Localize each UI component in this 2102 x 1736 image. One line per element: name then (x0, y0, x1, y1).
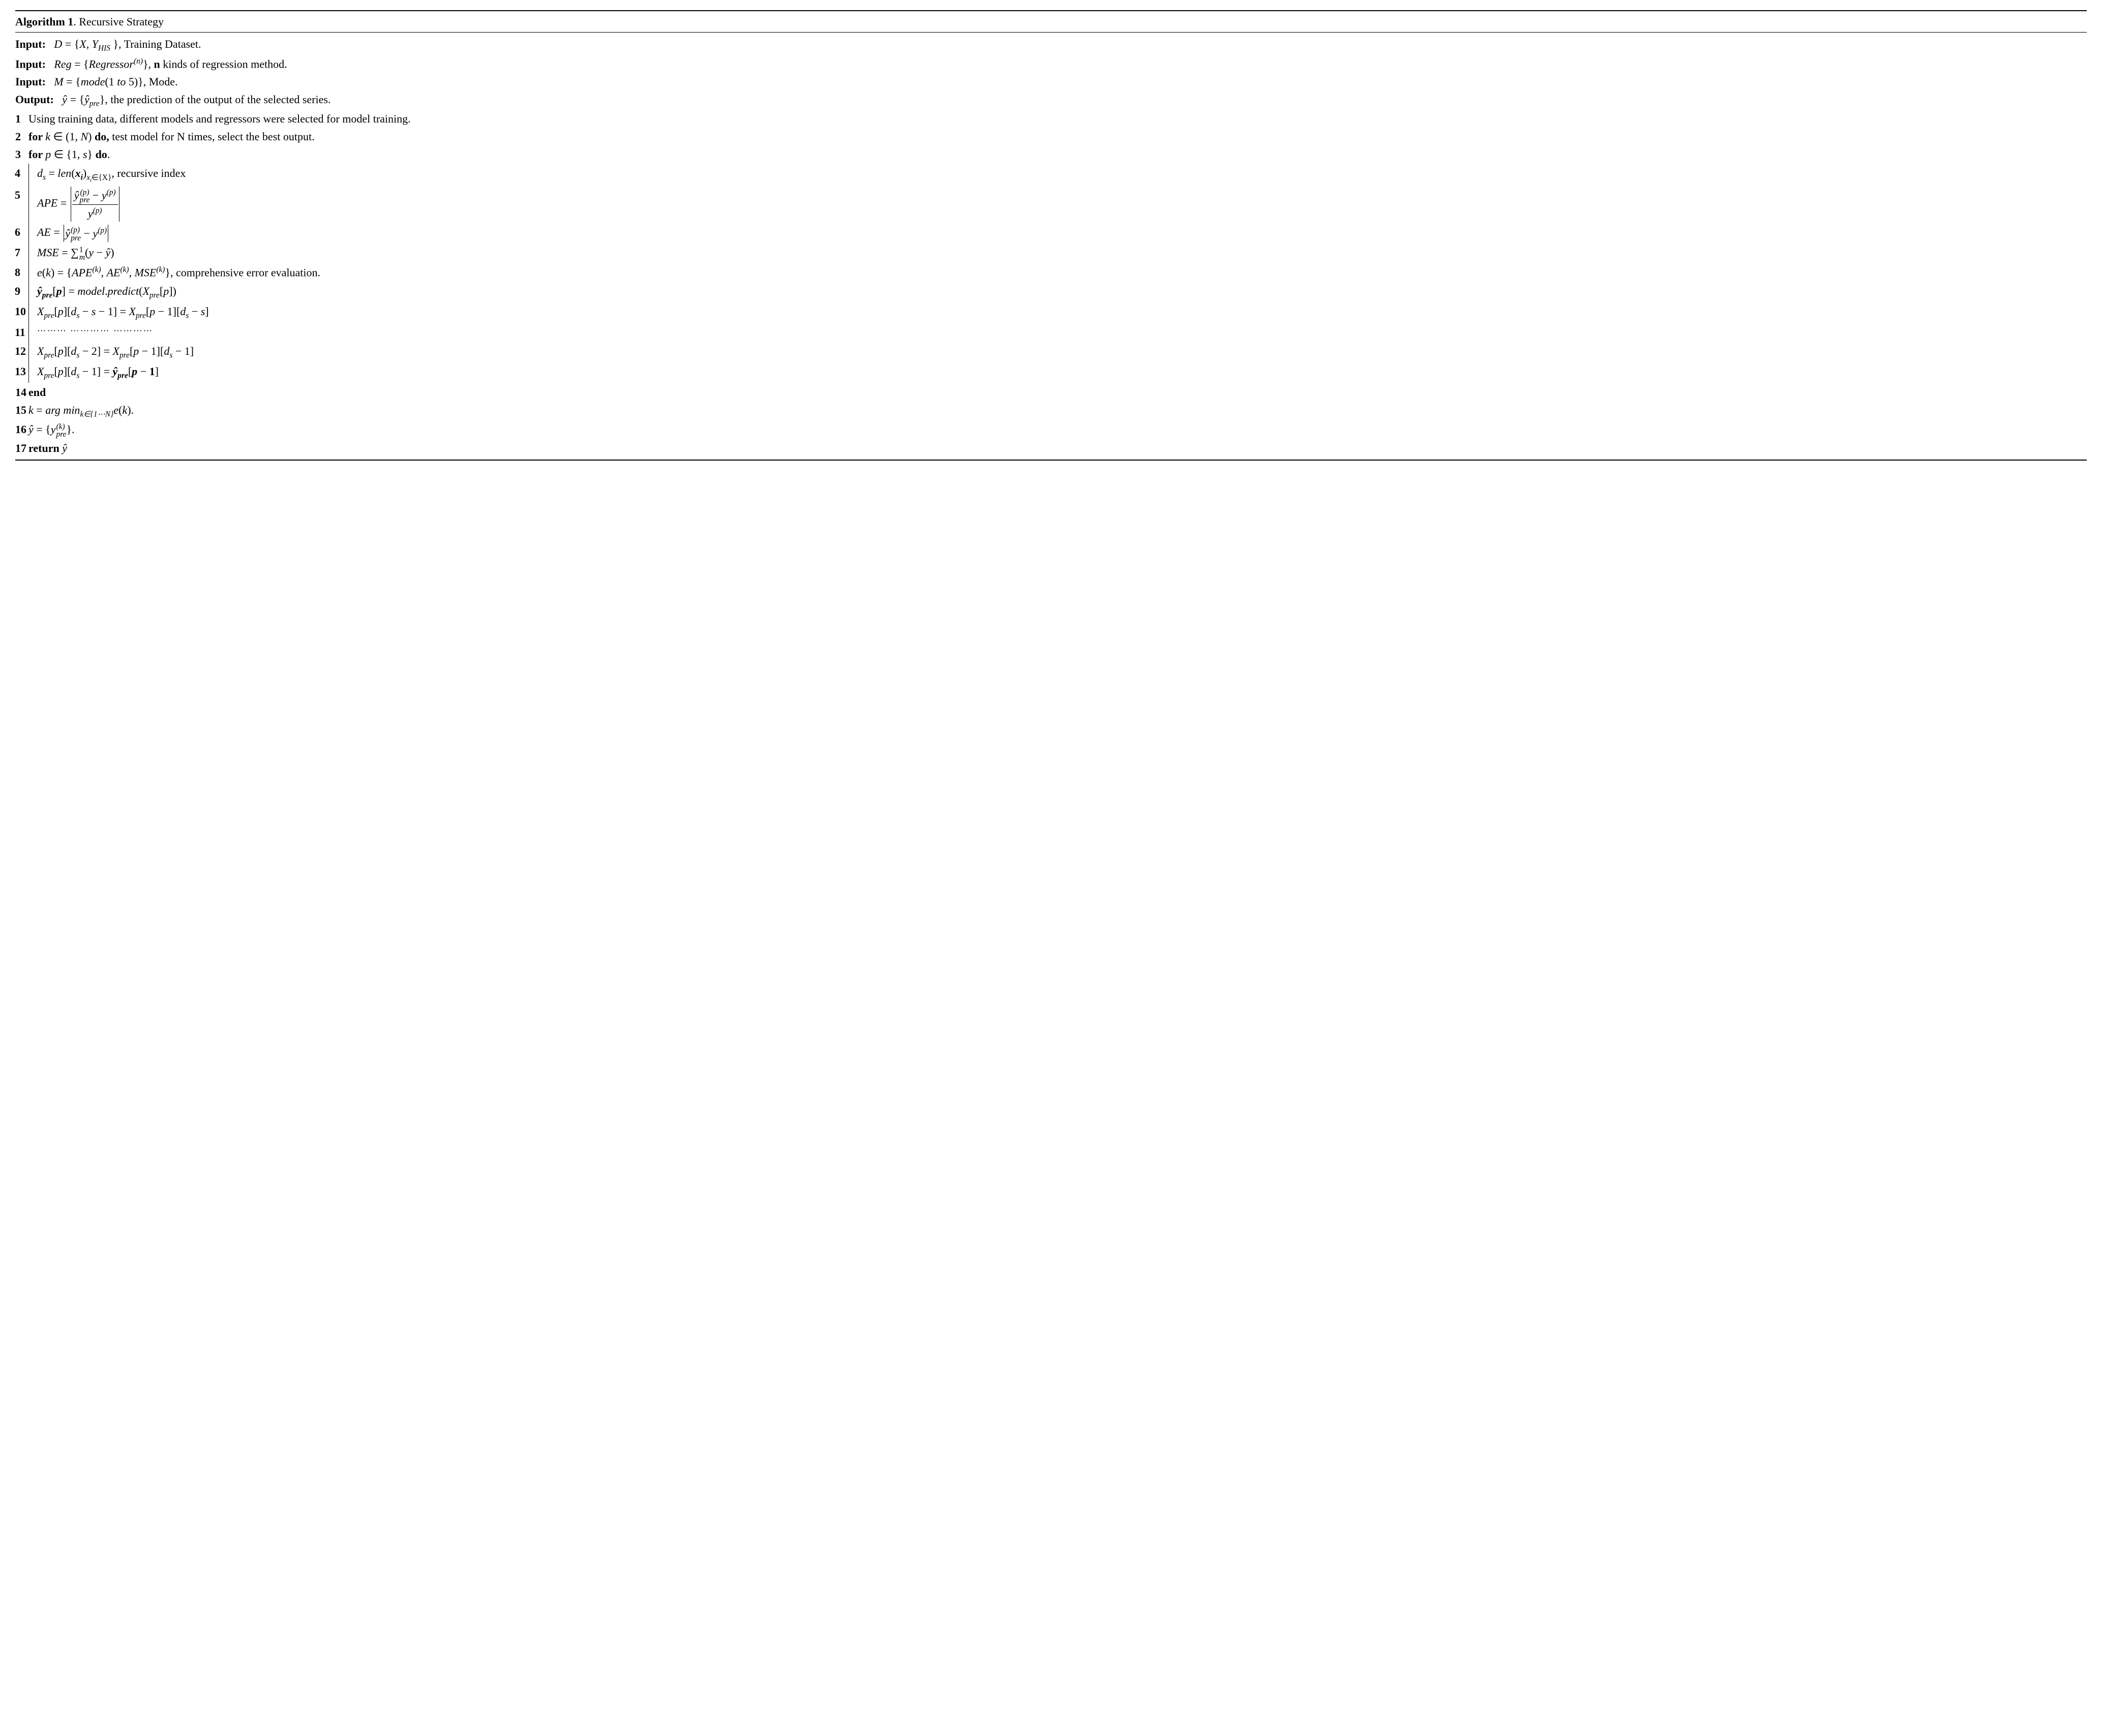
line-7: 7 MSE = ∑1m(y − ŷ) (38, 244, 2087, 261)
input-1: Input: D = {X, YHIS }, Training Dataset. (15, 36, 2087, 54)
line-2: 2 for k ∈ (1, N) do, test model for N ti… (15, 128, 2087, 145)
input-2: Input: Reg = {Regressor(n)}, n kinds of … (15, 55, 2087, 72)
output-line: Output: ŷ = {ŷpre}, the prediction of th… (15, 91, 2087, 110)
line-1: 1 Using training data, different models … (15, 110, 2087, 127)
abs-bars: ŷ(p)pre − y(p) y(p) (70, 187, 121, 222)
line-17: 17 return ŷ (15, 440, 2087, 456)
line-5: 5 APE = ŷ(p)pre − y(p) y(p) (38, 187, 2087, 222)
algorithm-box: Algorithm 1. Recursive Strategy Input: D… (15, 10, 2087, 461)
line-6: 6 AE = ŷ(p)pre − y(p) (38, 224, 2087, 242)
algorithm-title-row: Algorithm 1. Recursive Strategy (15, 11, 2087, 33)
line-15: 15 k = arg mink∈{1⋯N}e(k). (15, 402, 2087, 420)
algorithm-body: Input: D = {X, YHIS }, Training Dataset.… (15, 33, 2087, 460)
fraction: ŷ(p)pre − y(p) y(p) (72, 187, 118, 222)
line-3: 3 for p ∈ {1, s} do. (15, 146, 2087, 163)
input-label: Input: (15, 75, 46, 88)
line-16: 16 ŷ = {y(k)pre}. (15, 421, 2087, 438)
algorithm-label: Algorithm 1 (15, 15, 73, 28)
line-8: 8 e(k) = {APE(k), AE(k), MSE(k)}, compre… (38, 264, 2087, 281)
abs-bars: ŷ(p)pre − y(p) (63, 225, 109, 242)
input-3: Input: M = {mode(1 to 5)}, Mode. (15, 73, 2087, 90)
algorithm-name: . Recursive Strategy (73, 15, 164, 28)
output-label: Output: (15, 93, 54, 106)
input-label: Input: (15, 38, 46, 50)
line-9: 9 ŷpre[p] = model.predict(Xpre[p]) (38, 283, 2087, 301)
for-block: 4 ds = len(xi)xi∈{X}, recursive index 5 … (28, 164, 2087, 383)
input-label: Input: (15, 57, 46, 70)
line-14: 14 end (15, 384, 2087, 401)
line-10: 10 Xpre[p][ds − s − 1] = Xpre[p − 1][ds … (38, 303, 2087, 322)
line-13: 13 Xpre[p][ds − 1] = ŷpre[p − 1] (38, 363, 2087, 382)
line-11: 11 ⋯⋯⋯ ⋯⋯⋯⋯ ⋯⋯⋯⋯ (38, 324, 2087, 341)
line-4: 4 ds = len(xi)xi∈{X}, recursive index (38, 165, 2087, 185)
line-12: 12 Xpre[p][ds − 2] = Xpre[p − 1][ds − 1] (38, 343, 2087, 361)
